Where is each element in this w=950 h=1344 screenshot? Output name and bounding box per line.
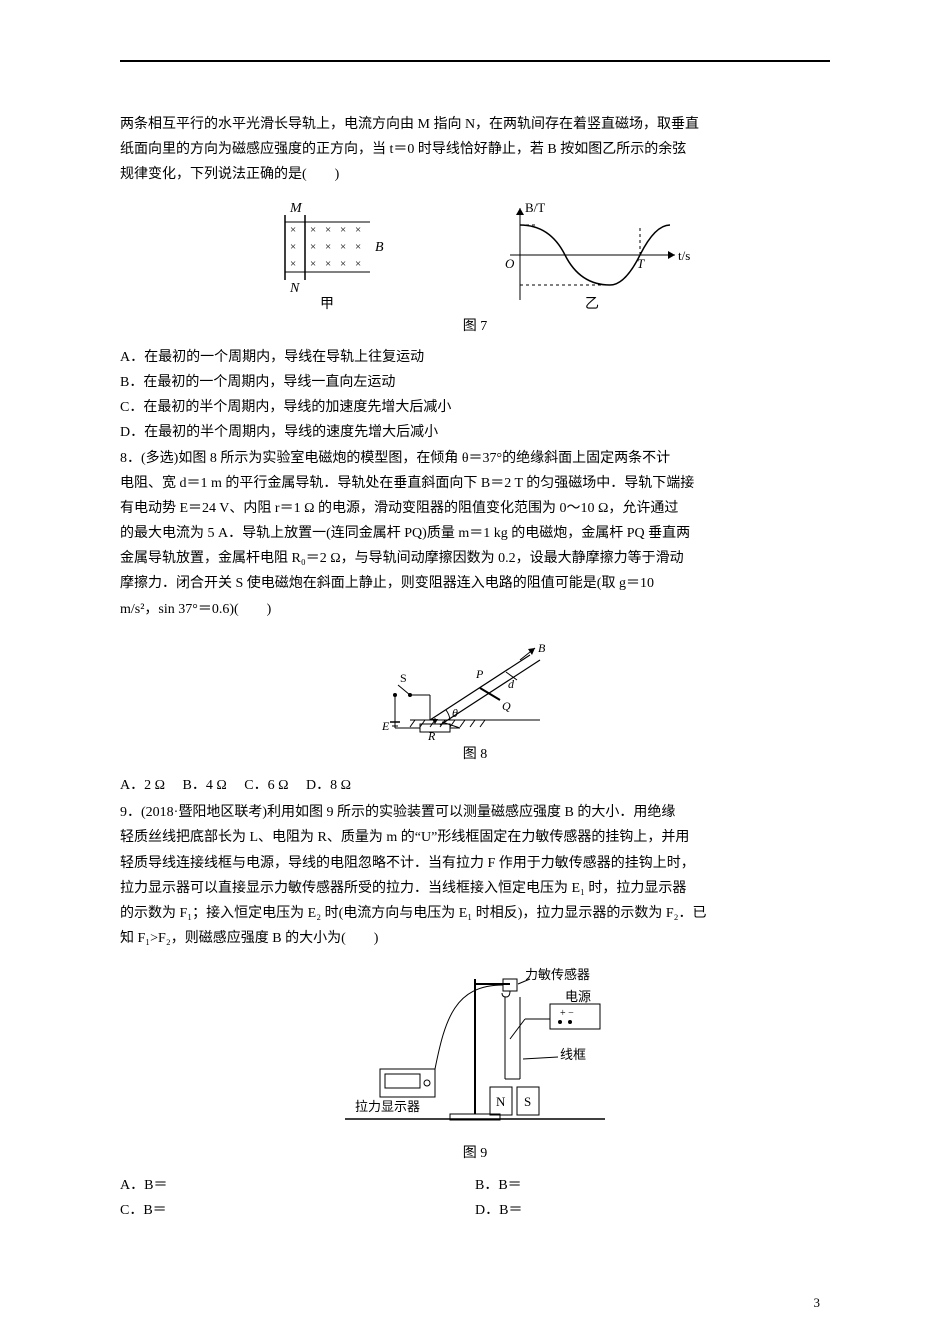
- svg-text:×: ×: [355, 258, 361, 270]
- fig8-theta: θ: [452, 706, 458, 720]
- q8-options: A．2 Ω B．4 Ω C．6 Ω D．8 Ω: [120, 773, 830, 798]
- fig7-ylabel: B/T: [525, 200, 545, 215]
- q7-options: A．在最初的一个周期内，导线在导轨上往复运动 B．在最初的一个周期内，导线一直向…: [120, 345, 830, 446]
- fig7-xlabel: t/s: [678, 248, 690, 263]
- q9-option-B: B．B＝: [475, 1178, 522, 1193]
- q8-stem-4: 的最大电流为 5 A．导轨上放置一(连同金属杆 PQ)质量 m＝1 kg 的电磁…: [120, 521, 830, 546]
- q8-stem-6: 摩擦力．闭合开关 S 使电磁炮在斜面上静止，则变阻器连入电路的阻值可能是(取 g…: [120, 571, 830, 596]
- figure-7-right: B/T t/s O T 乙: [490, 200, 690, 310]
- svg-text:×: ×: [340, 224, 346, 236]
- fig9-display: 拉力显示器: [355, 1099, 420, 1114]
- arrow-up-icon: [516, 208, 524, 215]
- q8-stem-7: m/s²，sin 37°＝0.6)( ): [120, 597, 830, 622]
- fig7-sub-right: 乙: [585, 296, 599, 310]
- q7-stem-line3: 规律变化，下列说法正确的是( ): [120, 162, 830, 187]
- q8-stem-5: 金属导轨放置，金属杆电阻 R₀＝2 Ω，与导轨间动摩擦因数为 0.2，设最大静摩…: [120, 546, 830, 571]
- figure-7-caption: 图 7: [120, 314, 830, 339]
- fig7-label-B: B: [375, 240, 384, 255]
- q9-option-D: D．B＝: [475, 1203, 522, 1218]
- fig9-S: S: [524, 1094, 531, 1109]
- arrow-right-icon: [668, 251, 675, 259]
- fig8-S: S: [400, 671, 407, 685]
- hook-icon: [502, 991, 510, 997]
- svg-text:×: ×: [340, 241, 346, 253]
- q8-stem-3: 有电动势 E＝24 V、内阻 r＝1 Ω 的电源，滑动变阻器的阻值变化范围为 0…: [120, 496, 830, 521]
- q9-option-A: A．B＝: [120, 1178, 167, 1193]
- svg-text:×: ×: [355, 224, 361, 236]
- svg-text:×: ×: [325, 224, 331, 236]
- page-container: 两条相互平行的水平光滑长导轨上，电流方向由 M 指向 N，在两轨间存在着竖直磁场…: [0, 0, 950, 1344]
- fig9-power: 电源: [565, 989, 591, 1004]
- fig8-R: R: [427, 729, 436, 740]
- figure-9: 力敏传感器 + − 电源 线框 N S: [120, 959, 830, 1139]
- q7-stem-line1: 两条相互平行的水平光滑长导轨上，电流方向由 M 指向 N，在两轨间存在着竖直磁场…: [120, 112, 830, 137]
- fig7-T: T: [637, 256, 645, 271]
- page-number: 3: [814, 1291, 821, 1314]
- fig7-origin: O: [505, 256, 515, 271]
- q8-option-D: D．8 Ω: [306, 778, 351, 793]
- figure-8-caption: 图 8: [120, 742, 830, 767]
- q7-option-B: B．在最初的一个周期内，导线一直向左运动: [120, 370, 830, 395]
- figure-9-caption: 图 9: [120, 1141, 830, 1166]
- q9-stem-2: 轻质丝线把底部长为 L、电阻为 R、质量为 m 的“U”形线框固定在力敏传感器的…: [120, 825, 830, 850]
- svg-text:×: ×: [310, 241, 316, 253]
- arrow-icon: [528, 648, 535, 655]
- svg-text:×: ×: [325, 258, 331, 270]
- svg-text:×: ×: [325, 241, 331, 253]
- q8-option-A: A．2 Ω: [120, 778, 165, 793]
- svg-text:×: ×: [310, 258, 316, 270]
- svg-text:×: ×: [340, 258, 346, 270]
- fig8-P: P: [475, 667, 484, 681]
- q8-stem-1: 8．(多选)如图 8 所示为实验室电磁炮的模型图，在倾角 θ＝37°的绝缘斜面上…: [120, 446, 830, 471]
- fig9-sensor: 力敏传感器: [525, 967, 590, 982]
- svg-text:×: ×: [310, 224, 316, 236]
- q8-stem-2: 电阻、宽 d＝1 m 的平行金属导轨．导轨处在垂直斜面向下 B＝2 T 的匀强磁…: [120, 471, 830, 496]
- q7-option-D: D．在最初的半个周期内，导线的速度先增大后减小: [120, 420, 830, 445]
- q9-stem-4: 拉力显示器可以直接显示力敏传感器所受的拉力．当线框接入恒定电压为 E₁ 时，拉力…: [120, 876, 830, 901]
- svg-text:×: ×: [290, 224, 296, 236]
- fig8-Q: Q: [502, 699, 511, 713]
- q7-option-C: C．在最初的半个周期内，导线的加速度先增大后减小: [120, 395, 830, 420]
- svg-text:×: ×: [290, 241, 296, 253]
- svg-text:+ −: + −: [560, 1008, 574, 1019]
- q8-option-B: B．4 Ω: [183, 778, 227, 793]
- figure-7: M × × × × × × × × × × × × × × × B N 甲 B/T t/s O: [120, 200, 830, 310]
- fig9-coil: 线框: [560, 1047, 586, 1062]
- q7-stem-line2: 纸面向里的方向为磁感应强度的正方向，当 t＝0 时导线恰好静止，若 B 按如图乙…: [120, 137, 830, 162]
- top-rule: [120, 60, 830, 62]
- cross-field-icon: × × × × × × × × × × × × × × ×: [290, 224, 361, 270]
- q9-option-C: C．B＝: [120, 1203, 167, 1218]
- fig8-d: d: [508, 677, 515, 691]
- q9-stem-5: 的示数为 F₁；接入恒定电压为 E₂ 时(电流方向与电压为 E₁ 时相反)，拉力…: [120, 901, 830, 926]
- fig8-B: B: [538, 641, 546, 655]
- fig8-E: E: [381, 719, 390, 733]
- fig7-sub-left: 甲: [320, 297, 334, 310]
- fig7-label-N: N: [289, 281, 300, 296]
- figure-7-left: M × × × × × × × × × × × × × × × B N 甲: [260, 200, 410, 310]
- q8-option-C: C．6 Ω: [244, 778, 288, 793]
- q9-stem-3: 轻质导线连接线框与电源，导线的电阻忽略不计．当有拉力 F 作用于力敏传感器的挂钩…: [120, 851, 830, 876]
- fig7-label-M: M: [289, 201, 303, 216]
- svg-text:×: ×: [355, 241, 361, 253]
- q9-stem-6: 知 F₁>F₂，则磁感应强度 B 的大小为( ): [120, 926, 830, 951]
- svg-text:×: ×: [290, 258, 296, 270]
- fig9-N: N: [496, 1094, 506, 1109]
- q9-stem-1: 9．(2018·暨阳地区联考)利用如图 9 所示的实验装置可以测量磁感应强度 B…: [120, 800, 830, 825]
- q7-option-A: A．在最初的一个周期内，导线在导轨上往复运动: [120, 345, 830, 370]
- q9-options: A．B＝ B．B＝ C．B＝ D．B＝: [120, 1173, 830, 1223]
- figure-8: θ P Q d B S E: [120, 630, 830, 740]
